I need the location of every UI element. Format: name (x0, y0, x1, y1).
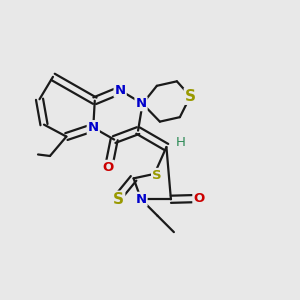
Text: O: O (193, 192, 205, 205)
Text: S: S (152, 169, 162, 182)
Text: N: N (115, 84, 126, 97)
Text: S: S (113, 192, 124, 207)
Text: N: N (136, 97, 147, 110)
Text: H: H (176, 136, 186, 149)
Text: O: O (103, 161, 114, 174)
Text: N: N (136, 193, 147, 206)
Text: N: N (88, 121, 99, 134)
Text: S: S (185, 89, 196, 104)
